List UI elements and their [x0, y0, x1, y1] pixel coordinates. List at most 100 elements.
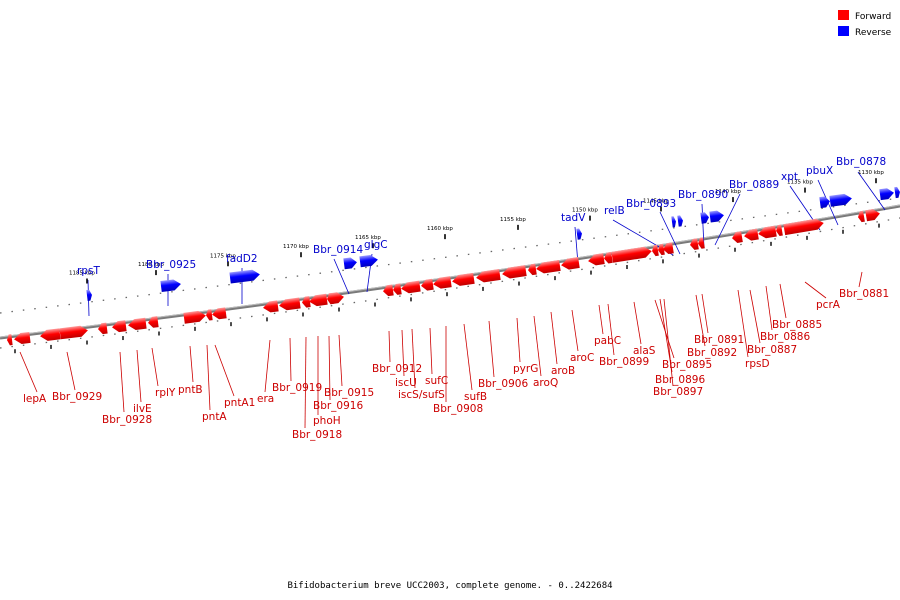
forward-gene-arrow[interactable]	[697, 237, 705, 249]
forward-gene-arrow[interactable]	[420, 278, 434, 292]
gene-label-Bbr_0878[interactable]: Bbr_0878	[836, 156, 886, 168]
forward-gene-arrow[interactable]	[501, 265, 527, 279]
gene-label-Bbr_0886[interactable]: Bbr_0886	[760, 331, 810, 343]
reverse-gene-arrow[interactable]	[677, 215, 683, 227]
gene-label-Bbr_0881[interactable]: Bbr_0881	[839, 288, 889, 300]
forward-gene-arrow[interactable]	[278, 297, 301, 311]
gene-label-pntB[interactable]: pntB	[178, 384, 203, 396]
gene-label-Bbr_0893[interactable]: Bbr_0893	[626, 198, 676, 210]
gene-label-iscU[interactable]: iscU	[395, 377, 417, 389]
gene-label-pcrA[interactable]: pcrA	[816, 299, 841, 311]
forward-gene-arrow[interactable]	[301, 296, 311, 308]
forward-gene-arrow[interactable]	[535, 259, 561, 274]
gene-label-fadD2[interactable]: fadD2	[226, 253, 258, 265]
reverse-gene-arrow[interactable]	[359, 254, 378, 268]
reverse-gene-arrow[interactable]	[700, 212, 709, 224]
gene-label-ilvE[interactable]: ilvE	[133, 403, 152, 415]
reverse-gene-arrow[interactable]	[819, 196, 830, 209]
forward-gene-arrow[interactable]	[127, 317, 147, 331]
gene-label-sufB[interactable]: sufB	[464, 391, 487, 403]
forward-gene-arrow[interactable]	[329, 291, 344, 305]
forward-gene-arrow[interactable]	[857, 210, 865, 223]
forward-gene-arrow[interactable]	[587, 253, 605, 266]
forward-gene-arrow[interactable]	[211, 307, 227, 320]
gene-label-pntA[interactable]: pntA	[202, 411, 227, 423]
forward-gene-arrow[interactable]	[39, 328, 61, 341]
forward-gene-arrow[interactable]	[865, 208, 881, 222]
reverse-gene-arrow[interactable]	[229, 269, 260, 284]
gene-label-lepA[interactable]: lepA	[23, 393, 47, 405]
gene-label-Bbr_0895[interactable]: Bbr_0895	[662, 359, 712, 371]
forward-gene-arrow[interactable]	[97, 322, 108, 335]
gene-label-rplY[interactable]: rplY	[155, 387, 176, 399]
gene-label-glgC[interactable]: glgC	[364, 239, 388, 251]
gene-label-rpsD[interactable]: rpsD	[745, 358, 770, 370]
gene-label-Bbr_0906[interactable]: Bbr_0906	[478, 378, 528, 390]
gene-label-pbuX[interactable]: pbuX	[806, 165, 833, 177]
forward-gene-arrow[interactable]	[382, 284, 394, 297]
gene-label-xpt[interactable]: xpt	[781, 171, 798, 183]
gene-label-Bbr_0897[interactable]: Bbr_0897	[653, 386, 703, 398]
gene-label-Bbr_0929[interactable]: Bbr_0929	[52, 391, 102, 403]
forward-gene-arrow[interactable]	[662, 242, 674, 255]
gene-label-Bbr_0889[interactable]: Bbr_0889	[729, 179, 779, 191]
gene-label-Bbr_0912[interactable]: Bbr_0912	[372, 363, 422, 375]
forward-gene-arrow[interactable]	[262, 300, 279, 313]
forward-gene-arrow[interactable]	[757, 225, 777, 240]
gene-label-tadV[interactable]: tadV	[561, 212, 586, 224]
gene-label-pyrG[interactable]: pyrG	[513, 363, 538, 375]
gene-label-Bbr_0915[interactable]: Bbr_0915	[324, 387, 374, 399]
gene-label-iscS-sufS[interactable]: iscS/sufS	[398, 389, 445, 401]
forward-gene-arrow[interactable]	[743, 228, 759, 242]
forward-gene-arrow[interactable]	[308, 293, 328, 307]
gene-label-era[interactable]: era	[257, 393, 274, 405]
forward-gene-arrow[interactable]	[527, 263, 537, 276]
gene-label-alaS[interactable]: alaS	[633, 345, 656, 357]
forward-gene-arrow[interactable]	[205, 309, 213, 321]
gene-label-phoH[interactable]: phoH	[313, 415, 341, 427]
forward-gene-arrow[interactable]	[183, 310, 206, 324]
gene-label-Bbr_0916[interactable]: Bbr_0916	[313, 400, 363, 412]
gene-label-Bbr_0892[interactable]: Bbr_0892	[687, 347, 737, 359]
reverse-gene-arrow[interactable]	[894, 186, 900, 199]
forward-gene-arrow[interactable]	[13, 331, 31, 345]
forward-gene-arrow[interactable]	[603, 251, 613, 264]
forward-gene-arrow[interactable]	[689, 238, 699, 250]
gene-label-Bbr_0918[interactable]: Bbr_0918	[292, 429, 342, 441]
reverse-gene-arrow[interactable]	[576, 228, 582, 240]
gene-label-Bbr_0919[interactable]: Bbr_0919	[272, 382, 322, 394]
forward-gene-arrow[interactable]	[783, 218, 824, 236]
forward-gene-arrow[interactable]	[59, 325, 88, 340]
reverse-gene-arrow[interactable]	[709, 210, 724, 223]
gene-label-Bbr_0885[interactable]: Bbr_0885	[772, 319, 822, 331]
forward-gene-arrow[interactable]	[611, 246, 652, 263]
forward-gene-arrow[interactable]	[560, 257, 580, 271]
gene-label-Bbr_0914[interactable]: Bbr_0914	[313, 244, 363, 256]
gene-label-pntA1[interactable]: pntA1	[224, 397, 255, 409]
forward-gene-arrow[interactable]	[731, 231, 743, 243]
gene-label-Bbr_0928[interactable]: Bbr_0928	[102, 414, 152, 426]
gene-label-rpsT[interactable]: rpsT	[77, 265, 100, 277]
gene-label-Bbr_0891[interactable]: Bbr_0891	[694, 334, 744, 346]
reverse-gene-arrow[interactable]	[829, 193, 852, 207]
reverse-gene-arrow[interactable]	[160, 279, 181, 292]
forward-gene-arrow[interactable]	[400, 280, 421, 295]
forward-gene-arrow[interactable]	[451, 272, 475, 287]
gene-label-aroB[interactable]: aroB	[551, 365, 575, 377]
gene-label-pabC[interactable]: pabC	[594, 335, 621, 347]
reverse-gene-arrow[interactable]	[879, 187, 894, 201]
forward-gene-arrow[interactable]	[392, 283, 402, 295]
forward-gene-arrow[interactable]	[111, 320, 127, 333]
forward-gene-arrow[interactable]	[775, 224, 783, 237]
reverse-gene-arrow[interactable]	[671, 216, 676, 228]
forward-gene-arrow[interactable]	[432, 276, 452, 289]
reverse-gene-arrow[interactable]	[86, 289, 92, 301]
forward-gene-arrow[interactable]	[6, 334, 13, 346]
gene-label-Bbr_0899[interactable]: Bbr_0899	[599, 356, 649, 368]
gene-label-aroQ[interactable]: aroQ	[533, 377, 558, 389]
gene-label-sufC[interactable]: sufC	[425, 375, 448, 387]
gene-label-aroC[interactable]: aroC	[570, 352, 594, 364]
gene-label-Bbr_0896[interactable]: Bbr_0896	[655, 374, 705, 386]
gene-label-Bbr_0908[interactable]: Bbr_0908	[433, 403, 483, 415]
forward-gene-arrow[interactable]	[475, 268, 501, 283]
